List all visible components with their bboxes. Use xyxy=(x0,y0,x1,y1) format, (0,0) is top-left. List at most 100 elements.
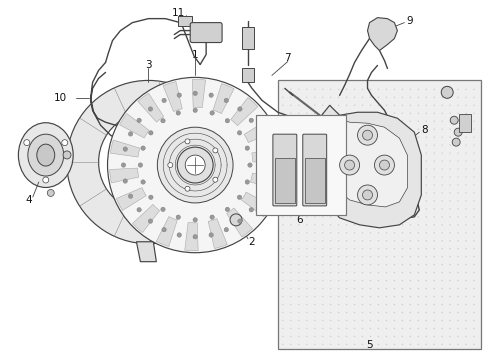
Circle shape xyxy=(417,192,419,194)
Circle shape xyxy=(410,113,411,114)
Text: 5: 5 xyxy=(366,340,373,350)
Circle shape xyxy=(290,216,292,217)
Circle shape xyxy=(466,121,467,122)
Circle shape xyxy=(417,256,419,257)
Circle shape xyxy=(378,248,379,249)
Circle shape xyxy=(434,192,435,194)
Circle shape xyxy=(441,105,443,106)
Circle shape xyxy=(330,256,331,257)
Circle shape xyxy=(237,195,242,199)
Circle shape xyxy=(402,248,403,249)
Circle shape xyxy=(466,96,467,98)
Circle shape xyxy=(306,184,307,186)
Circle shape xyxy=(362,184,363,186)
Circle shape xyxy=(322,288,323,289)
Circle shape xyxy=(370,192,371,194)
Circle shape xyxy=(379,160,390,170)
Circle shape xyxy=(410,144,411,146)
Circle shape xyxy=(43,177,49,183)
Circle shape xyxy=(338,296,340,297)
Circle shape xyxy=(394,312,395,313)
Circle shape xyxy=(426,89,427,90)
Circle shape xyxy=(322,328,323,329)
Circle shape xyxy=(434,113,435,114)
Circle shape xyxy=(434,152,435,154)
Circle shape xyxy=(354,176,355,178)
Circle shape xyxy=(141,146,145,150)
Circle shape xyxy=(298,168,299,170)
Circle shape xyxy=(473,121,475,122)
Circle shape xyxy=(314,224,316,225)
Circle shape xyxy=(410,216,411,217)
Circle shape xyxy=(338,240,340,242)
Circle shape xyxy=(330,208,331,210)
Circle shape xyxy=(346,288,347,289)
Circle shape xyxy=(157,127,233,203)
Circle shape xyxy=(338,129,340,130)
Circle shape xyxy=(306,168,307,170)
Circle shape xyxy=(362,192,363,194)
Circle shape xyxy=(434,232,435,234)
Circle shape xyxy=(290,96,292,98)
Circle shape xyxy=(417,152,419,154)
Circle shape xyxy=(314,280,316,281)
Wedge shape xyxy=(213,84,234,113)
Circle shape xyxy=(434,200,435,202)
Circle shape xyxy=(322,192,323,194)
Circle shape xyxy=(314,336,316,337)
Circle shape xyxy=(162,98,166,103)
Circle shape xyxy=(466,320,467,321)
Circle shape xyxy=(330,192,331,194)
Circle shape xyxy=(426,160,427,162)
Circle shape xyxy=(386,272,387,273)
Wedge shape xyxy=(132,204,160,233)
Circle shape xyxy=(426,264,427,265)
Circle shape xyxy=(417,136,419,138)
Circle shape xyxy=(322,208,323,210)
Circle shape xyxy=(417,113,419,114)
Circle shape xyxy=(378,216,379,217)
Circle shape xyxy=(449,224,451,225)
Circle shape xyxy=(441,304,443,305)
Circle shape xyxy=(434,336,435,337)
Circle shape xyxy=(314,113,316,114)
Circle shape xyxy=(290,312,292,313)
Circle shape xyxy=(466,160,467,162)
Polygon shape xyxy=(67,80,211,244)
Circle shape xyxy=(417,344,419,345)
Text: 11: 11 xyxy=(172,8,185,18)
Circle shape xyxy=(338,248,340,249)
Circle shape xyxy=(282,152,284,154)
Circle shape xyxy=(394,232,395,234)
Circle shape xyxy=(148,131,153,135)
Circle shape xyxy=(290,296,292,297)
Circle shape xyxy=(354,296,355,297)
Circle shape xyxy=(370,152,371,154)
Circle shape xyxy=(306,176,307,178)
Wedge shape xyxy=(156,216,177,247)
Circle shape xyxy=(466,168,467,170)
Circle shape xyxy=(340,155,360,175)
Circle shape xyxy=(306,160,307,162)
Circle shape xyxy=(282,113,284,114)
Circle shape xyxy=(362,136,363,138)
Circle shape xyxy=(441,264,443,265)
Circle shape xyxy=(466,89,467,90)
Circle shape xyxy=(394,96,395,98)
Circle shape xyxy=(426,96,427,98)
Circle shape xyxy=(458,312,459,313)
Circle shape xyxy=(298,129,299,130)
Circle shape xyxy=(298,136,299,138)
Circle shape xyxy=(148,195,153,199)
Circle shape xyxy=(426,288,427,289)
Circle shape xyxy=(290,89,292,90)
Circle shape xyxy=(322,89,323,90)
Circle shape xyxy=(386,113,387,114)
Circle shape xyxy=(354,96,355,98)
Circle shape xyxy=(346,216,347,217)
Circle shape xyxy=(394,152,395,154)
Circle shape xyxy=(410,296,411,297)
Circle shape xyxy=(290,320,292,321)
Circle shape xyxy=(330,272,331,273)
Circle shape xyxy=(185,139,190,144)
